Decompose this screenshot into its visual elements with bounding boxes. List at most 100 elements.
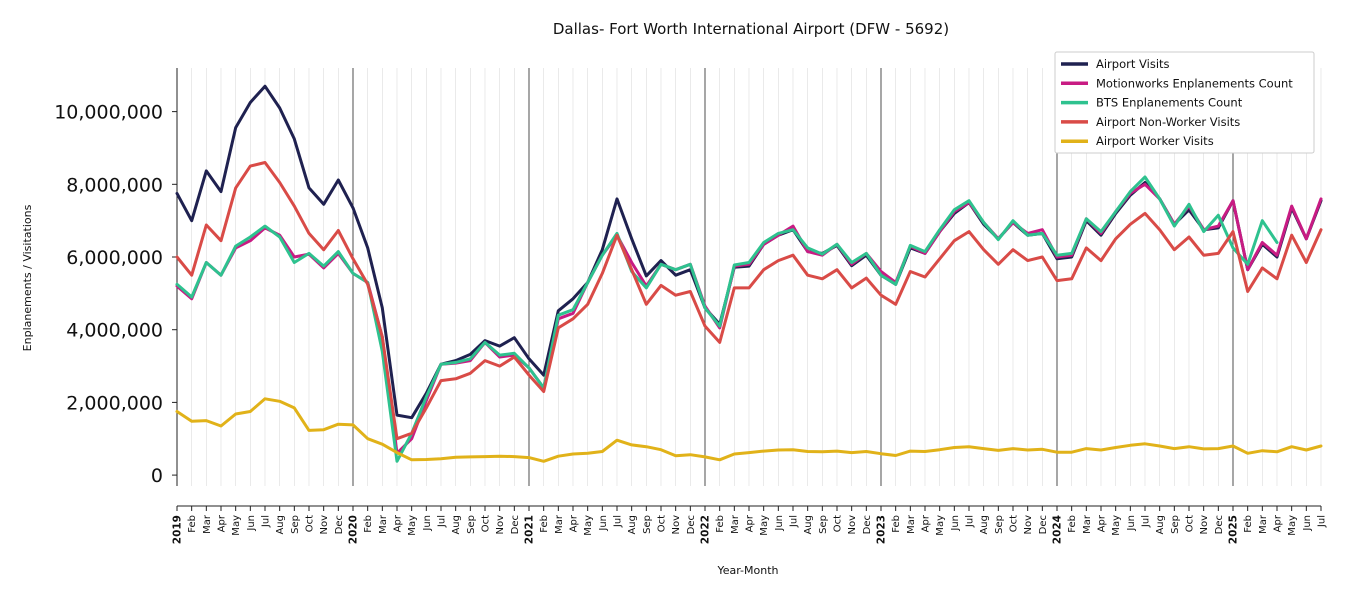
y-tick-label: 10,000,000: [54, 102, 163, 124]
x-tick-month-label: May: [759, 515, 770, 536]
x-tick-month-label: Sep: [818, 515, 829, 534]
x-tick-month-label: Nov: [319, 515, 330, 535]
y-tick-label: 0: [151, 465, 163, 487]
series-line-airport-worker-visits: [175, 397, 1323, 463]
x-tick-month-label: Apr: [1097, 514, 1108, 532]
y-axis-label: Enplanements / Visitations: [21, 204, 34, 351]
x-tick-month-label: Feb: [715, 515, 726, 533]
x-tick-month-label: Dec: [1038, 515, 1049, 534]
x-tick-month-label: Jun: [1302, 515, 1313, 532]
x-tick-month-label: Apr: [745, 514, 756, 532]
x-tick-month-label: Dec: [510, 515, 521, 534]
x-tick-month-label: Apr: [569, 514, 580, 532]
x-tick-month-label: Dec: [862, 515, 873, 534]
series-line-airport-non-worker-visits: [175, 161, 1323, 441]
x-tick-month-label: Jun: [1126, 515, 1137, 532]
axes: 0 2,000,000 4,000,000 6,000,000 8,000,000 10,…: [54, 68, 1328, 544]
x-tick-month-label: Jul: [1141, 515, 1152, 528]
x-axis-label: Year-Month: [716, 564, 778, 577]
x-tick-year-label: 2025: [1228, 515, 1240, 544]
x-tick-month-label: Apr: [1273, 514, 1284, 532]
x-tick-month-label: Dec: [334, 515, 345, 534]
x-tick-month-label: Nov: [1023, 515, 1034, 535]
x-tick-month-label: Jul: [613, 515, 624, 528]
x-tick-month-label: Mar: [378, 514, 389, 534]
y-tick-label: 2,000,000: [66, 392, 163, 414]
y-tick-label: 6,000,000: [66, 247, 163, 269]
x-tick-month-label: Jun: [422, 515, 433, 532]
x-tick-month-label: Oct: [833, 515, 844, 532]
x-tick-year-label: 2024: [1052, 515, 1064, 544]
x-tick-month-label: Apr: [393, 514, 404, 532]
x-tick-month-label: Mar: [1082, 514, 1093, 534]
chart-title: Dallas- Fort Worth International Airport…: [553, 20, 949, 38]
y-tick-label: 4,000,000: [66, 320, 163, 342]
legend-label: Motionworks Enplanements Count: [1096, 76, 1293, 90]
x-tick-month-label: Jul: [437, 515, 448, 528]
x-tick-month-label: Dec: [1214, 515, 1225, 534]
legend: Airport Visits Motionworks Enplanements C…: [1054, 51, 1315, 154]
x-tick-year-label: 2021: [524, 515, 536, 544]
x-tick-month-label: Feb: [363, 515, 374, 533]
x-tick-month-label: Jun: [774, 515, 785, 532]
x-tick-month-label: Nov: [1199, 515, 1210, 535]
legend-label: Airport Visits: [1096, 57, 1170, 71]
x-tick-year-label: 2020: [348, 515, 360, 544]
x-tick-month-label: Aug: [1155, 515, 1166, 535]
x-tick-month-label: Aug: [979, 515, 990, 535]
legend-label: Airport Worker Visits: [1096, 134, 1214, 148]
x-tick-month-label: Apr: [217, 514, 228, 532]
x-tick-month-label: Mar: [906, 514, 917, 534]
x-tick-month-label: Jun: [950, 515, 961, 532]
legend-box: [1054, 51, 1315, 154]
x-tick-month-label: Oct: [657, 515, 668, 532]
x-tick-month-label: May: [1111, 515, 1122, 536]
x-tick-month-label: Oct: [1185, 515, 1196, 532]
x-tick-month-label: May: [583, 515, 594, 536]
series-line-bts-enplanements-count: [175, 175, 1279, 463]
x-tick-month-label: Nov: [671, 515, 682, 535]
x-tick-month-label: Sep: [994, 515, 1005, 534]
x-tick-year-label: 2023: [876, 515, 888, 544]
x-tick-month-label: Sep: [1170, 515, 1181, 534]
y-tick-label: 8,000,000: [66, 174, 163, 196]
x-tick-month-label: Aug: [275, 515, 286, 535]
x-tick-month-label: May: [1287, 515, 1298, 536]
x-tick-month-label: Oct: [1009, 515, 1020, 532]
x-tick-month-label: Sep: [642, 515, 653, 534]
x-tick-month-label: Nov: [495, 515, 506, 535]
x-tick-month-label: Oct: [305, 515, 316, 532]
x-tick-month-label: Mar: [202, 514, 213, 534]
x-tick-month-label: Feb: [1067, 515, 1078, 533]
x-tick-month-label: Feb: [891, 515, 902, 533]
x-tick-month-label: Apr: [921, 514, 932, 532]
x-tick-month-label: May: [231, 515, 242, 536]
x-tick-month-label: Nov: [847, 515, 858, 535]
x-tick-month-label: Sep: [290, 515, 301, 534]
x-tick-year-label: 2019: [172, 515, 184, 544]
x-tick-year-label: 2022: [700, 515, 712, 544]
x-tick-month-label: Jul: [965, 515, 976, 528]
x-tick-month-label: May: [935, 515, 946, 536]
x-tick-month-label: Dec: [686, 515, 697, 534]
x-tick-month-label: Jul: [1317, 515, 1328, 528]
x-tick-month-label: Jun: [598, 515, 609, 532]
x-tick-month-label: Feb: [539, 515, 550, 533]
x-tick-month-label: Feb: [1243, 515, 1254, 533]
legend-label: BTS Enplanements Count: [1096, 96, 1243, 110]
x-tick-month-label: Aug: [451, 515, 462, 535]
series-layer: [175, 84, 1323, 463]
x-tick-month-label: Aug: [627, 515, 638, 535]
x-tick-month-label: Jul: [789, 515, 800, 528]
x-tick-month-label: Mar: [730, 514, 741, 534]
x-tick-month-label: Mar: [1258, 514, 1269, 534]
x-tick-month-label: Oct: [481, 515, 492, 532]
x-tick-month-label: Jul: [261, 515, 272, 528]
x-tick-month-label: May: [407, 515, 418, 536]
x-tick-month-label: Feb: [187, 515, 198, 533]
x-tick-month-label: Aug: [803, 515, 814, 535]
x-tick-month-label: Sep: [466, 515, 477, 534]
legend-label: Airport Non-Worker Visits: [1096, 115, 1240, 129]
